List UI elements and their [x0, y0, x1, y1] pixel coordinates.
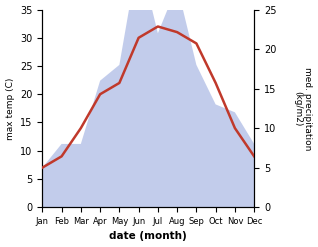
X-axis label: date (month): date (month) — [109, 231, 187, 242]
Y-axis label: med. precipitation
(kg/m2): med. precipitation (kg/m2) — [293, 67, 313, 150]
Y-axis label: max temp (C): max temp (C) — [5, 77, 15, 140]
